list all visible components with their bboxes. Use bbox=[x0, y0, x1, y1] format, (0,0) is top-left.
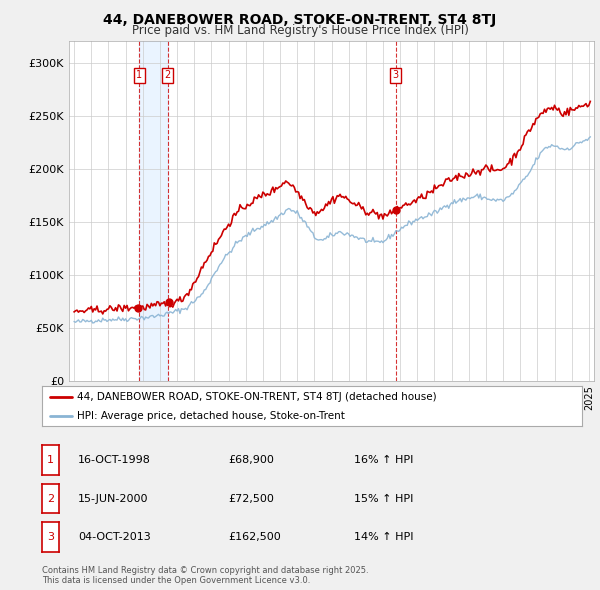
Text: 44, DANEBOWER ROAD, STOKE-ON-TRENT, ST4 8TJ: 44, DANEBOWER ROAD, STOKE-ON-TRENT, ST4 … bbox=[103, 13, 497, 27]
Text: £72,500: £72,500 bbox=[228, 494, 274, 503]
Text: 14% ↑ HPI: 14% ↑ HPI bbox=[354, 532, 413, 542]
Text: £162,500: £162,500 bbox=[228, 532, 281, 542]
Text: £68,900: £68,900 bbox=[228, 455, 274, 465]
Text: 15% ↑ HPI: 15% ↑ HPI bbox=[354, 494, 413, 503]
Text: 44, DANEBOWER ROAD, STOKE-ON-TRENT, ST4 8TJ (detached house): 44, DANEBOWER ROAD, STOKE-ON-TRENT, ST4 … bbox=[77, 392, 437, 402]
Bar bbox=[139, 41, 168, 381]
Text: Contains HM Land Registry data © Crown copyright and database right 2025.
This d: Contains HM Land Registry data © Crown c… bbox=[42, 566, 368, 585]
Text: Price paid vs. HM Land Registry's House Price Index (HPI): Price paid vs. HM Land Registry's House … bbox=[131, 24, 469, 37]
Text: 15-JUN-2000: 15-JUN-2000 bbox=[78, 494, 149, 503]
Text: 3: 3 bbox=[47, 532, 54, 542]
Text: 16-OCT-1998: 16-OCT-1998 bbox=[78, 455, 151, 465]
Text: 16% ↑ HPI: 16% ↑ HPI bbox=[354, 455, 413, 465]
Text: 1: 1 bbox=[47, 455, 54, 465]
Text: 1: 1 bbox=[136, 70, 142, 80]
Text: 2: 2 bbox=[47, 494, 54, 503]
Text: 3: 3 bbox=[393, 70, 399, 80]
Text: HPI: Average price, detached house, Stoke-on-Trent: HPI: Average price, detached house, Stok… bbox=[77, 411, 345, 421]
Text: 2: 2 bbox=[164, 70, 171, 80]
Text: 04-OCT-2013: 04-OCT-2013 bbox=[78, 532, 151, 542]
